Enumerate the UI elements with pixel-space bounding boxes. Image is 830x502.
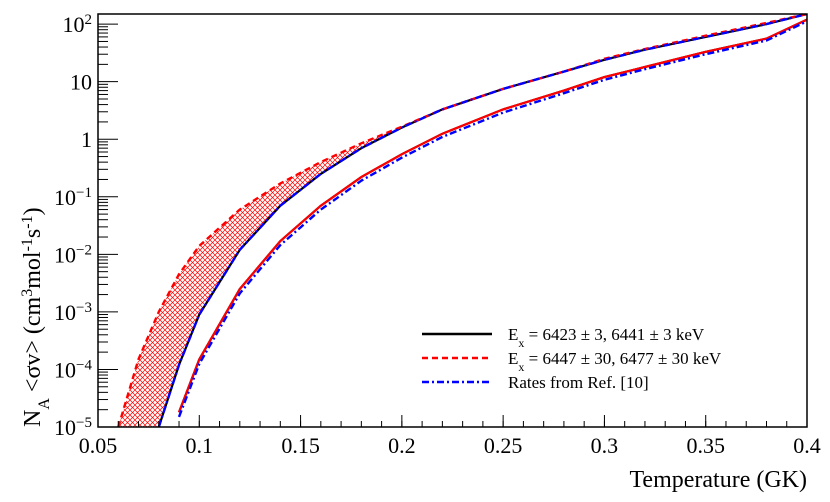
y-tick-label: 10−4 xyxy=(54,357,92,382)
legend-label: Ex = 6447 ± 30, 6477 ± 30 keV xyxy=(508,349,722,374)
y-tick-label: 10−2 xyxy=(54,242,92,267)
y-axis-title-s-exponent: -1 xyxy=(19,215,36,228)
x-axis-ticks: 0.05 0.1 0.15 0.2 0.25 0.3 0.35 0.4 xyxy=(79,415,821,458)
series-line-blue-upper xyxy=(157,14,807,427)
legend-label: Ex = 6423 ± 3, 6441 ± 3 keV xyxy=(508,325,705,350)
y-tick-label: 1 xyxy=(81,127,92,152)
y-axis-title-sigma-v: <σv> (cm xyxy=(20,296,46,398)
y-tick-label: 10−1 xyxy=(54,185,92,210)
y-axis-title: NA <σv> (cm3mol-1s-1) xyxy=(19,207,53,427)
y-axis-title-mol: mol xyxy=(20,251,46,289)
uncertainty-band-layer xyxy=(118,14,807,427)
y-tick-label: 10 xyxy=(70,70,92,95)
x-tick-label: 0.3 xyxy=(591,433,619,458)
x-tick-label: 0.2 xyxy=(388,433,416,458)
series-layer xyxy=(117,14,807,427)
y-axis-title-mol-exponent: -1 xyxy=(19,238,36,251)
plot-frame xyxy=(97,13,808,428)
y-axis-title-close: ) xyxy=(20,207,46,215)
x-tick-label: 0.25 xyxy=(484,433,523,458)
x-tick-label: 0.1 xyxy=(186,433,214,458)
x-axis-title: Temperature (GK) xyxy=(629,467,807,493)
x-tick-label: 0.15 xyxy=(281,433,320,458)
y-axis-ticks: 10−5 10−4 10−3 10−2 10−1 1 10 102 xyxy=(54,12,118,440)
x-tick-label: 0.35 xyxy=(686,433,725,458)
x-tick-label: 0.05 xyxy=(79,433,118,458)
y-axis-title-s: s xyxy=(20,229,46,238)
y-tick-label: 10−3 xyxy=(54,300,92,325)
y-axis-title-n-subscript: A xyxy=(36,398,53,410)
y-axis-title-cm-exponent: 3 xyxy=(19,289,36,297)
uncertainty-band xyxy=(118,14,807,427)
x-tick-label: 0.4 xyxy=(793,433,821,458)
y-axis-title-n: N xyxy=(20,410,46,427)
legend-label: Rates from Ref. [10] xyxy=(508,373,649,392)
y-tick-label: 102 xyxy=(63,12,93,37)
series-line-red-band-lower xyxy=(177,18,807,413)
y-tick-label: 10−5 xyxy=(54,415,92,440)
series-line-blue-lower xyxy=(177,20,807,418)
